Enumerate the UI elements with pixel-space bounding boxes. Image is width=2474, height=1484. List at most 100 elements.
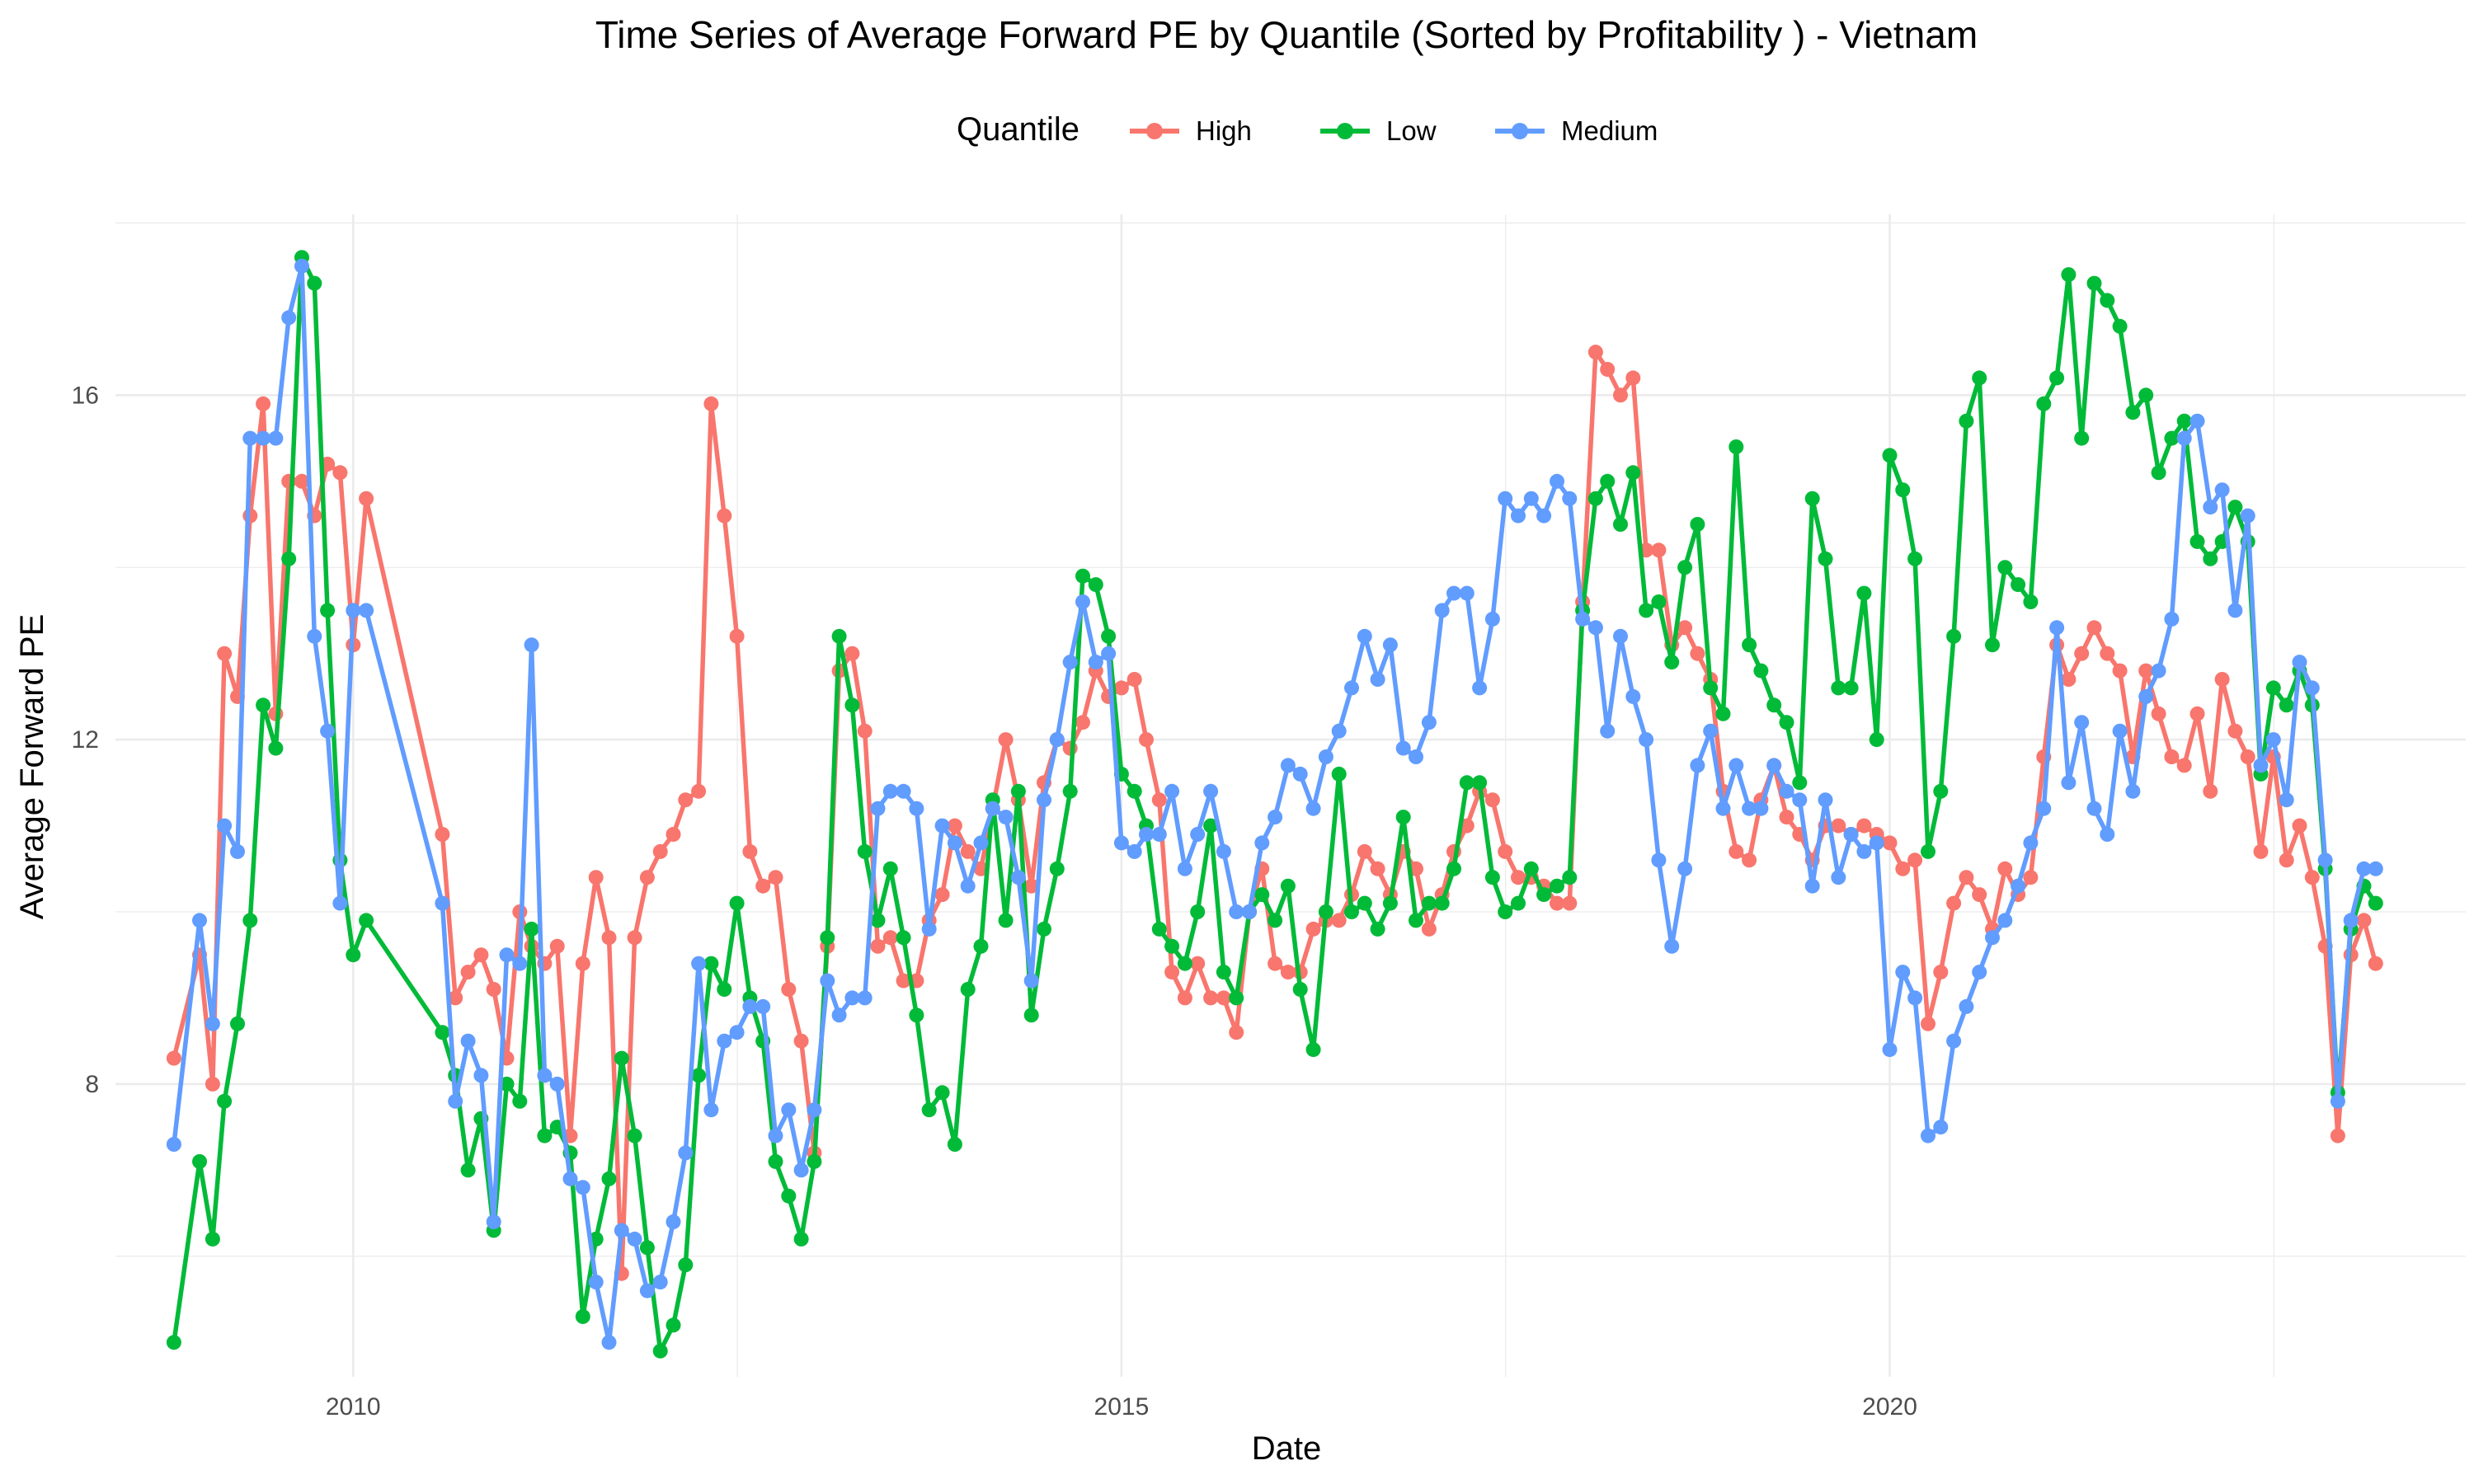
data-point-medium xyxy=(666,1214,681,1229)
data-point-low xyxy=(256,697,271,713)
data-point-low xyxy=(1023,1007,1039,1023)
data-point-high xyxy=(2253,843,2269,859)
data-point-low xyxy=(909,1007,924,1023)
data-point-medium xyxy=(1869,835,1884,851)
data-point-high xyxy=(1075,715,1090,730)
data-point-high xyxy=(1895,861,1911,876)
data-point-low xyxy=(1818,551,1833,566)
data-point-medium xyxy=(1575,611,1591,627)
data-point-low xyxy=(2164,430,2180,446)
data-point-low xyxy=(2061,267,2077,283)
data-point-medium xyxy=(562,1171,578,1186)
data-point-medium xyxy=(192,913,207,928)
data-point-medium xyxy=(1933,1120,1949,1135)
data-point-medium xyxy=(460,1033,476,1049)
data-point-high xyxy=(2227,723,2243,739)
data-point-high xyxy=(1997,861,2013,876)
data-point-medium xyxy=(614,1223,629,1238)
chart-title: Time Series of Average Forward PE by Qua… xyxy=(595,13,1978,56)
data-point-low xyxy=(934,1085,950,1101)
data-point-medium xyxy=(2214,482,2230,498)
data-point-low xyxy=(1511,895,1526,911)
data-point-medium xyxy=(703,1102,719,1118)
data-point-medium xyxy=(1587,620,1603,636)
data-point-medium xyxy=(268,430,284,446)
data-point-medium xyxy=(896,783,911,799)
data-point-low xyxy=(1742,637,1757,653)
data-point-high xyxy=(2279,852,2294,868)
data-point-low xyxy=(1062,783,1078,799)
data-point-high xyxy=(755,878,771,894)
data-point-low xyxy=(1921,843,1935,859)
data-point-medium xyxy=(1921,1128,1935,1144)
data-point-medium xyxy=(601,1335,617,1350)
data-point-high xyxy=(2023,870,2039,885)
data-point-low xyxy=(230,1016,245,1031)
data-point-medium xyxy=(742,998,758,1014)
data-point-high xyxy=(2074,646,2090,661)
legend-label-low: Low xyxy=(1386,115,1437,146)
data-point-low xyxy=(1804,491,1820,506)
data-point-low xyxy=(2100,293,2115,308)
data-point-low xyxy=(1779,715,1794,730)
data-point-medium xyxy=(831,1007,847,1023)
data-point-low xyxy=(768,1153,783,1169)
data-point-medium xyxy=(1421,715,1437,730)
data-point-low xyxy=(1600,473,1616,489)
data-point-medium xyxy=(1229,904,1244,919)
data-point-high xyxy=(2100,646,2115,661)
data-point-high xyxy=(2356,913,2372,928)
data-point-low xyxy=(1101,628,1117,644)
data-point-high xyxy=(729,628,745,644)
data-point-medium xyxy=(807,1102,822,1118)
data-point-low xyxy=(1409,913,1423,928)
data-point-low xyxy=(1766,697,1782,713)
data-point-medium xyxy=(1882,1042,1898,1058)
data-point-low xyxy=(1126,783,1142,799)
data-point-medium xyxy=(2240,508,2255,524)
data-point-low xyxy=(1882,448,1898,463)
data-point-high xyxy=(1946,895,1962,911)
data-point-high xyxy=(2176,758,2192,773)
data-point-high xyxy=(2151,706,2166,721)
data-point-high xyxy=(1742,852,1757,868)
data-point-medium xyxy=(1715,801,1731,816)
data-point-medium xyxy=(1101,646,1117,661)
data-point-low xyxy=(435,1025,450,1040)
data-point-low xyxy=(1229,990,1244,1006)
data-point-low xyxy=(2125,405,2141,420)
data-point-medium xyxy=(1703,723,1719,739)
data-point-low xyxy=(575,1308,590,1324)
data-point-high xyxy=(2214,672,2230,687)
data-point-low xyxy=(205,1231,220,1247)
data-point-low xyxy=(1268,913,1283,928)
data-point-low xyxy=(1395,810,1411,825)
legend-key-marker-medium xyxy=(1512,123,1528,139)
data-point-high xyxy=(2164,749,2180,764)
legend-item-medium: Medium xyxy=(1495,115,1658,146)
data-point-low xyxy=(1344,904,1359,919)
data-point-medium xyxy=(1677,861,1693,876)
data-point-high xyxy=(1882,835,1898,851)
data-point-low xyxy=(1985,637,2000,653)
data-point-high xyxy=(601,930,617,946)
x-axis-title: Date xyxy=(1252,1430,1322,1467)
data-point-high xyxy=(2138,663,2154,679)
data-point-low xyxy=(1753,663,1769,679)
data-point-high xyxy=(1498,843,1513,859)
data-point-low xyxy=(1010,783,1026,799)
data-point-low xyxy=(2176,413,2192,429)
data-point-low xyxy=(960,982,976,997)
data-point-low xyxy=(678,1257,694,1273)
data-point-medium xyxy=(1305,801,1321,816)
data-point-medium xyxy=(2100,827,2115,842)
data-point-medium xyxy=(242,430,258,446)
data-point-low xyxy=(2368,895,2383,911)
data-point-medium xyxy=(1536,508,1552,524)
data-point-medium xyxy=(1498,491,1513,506)
data-point-high xyxy=(1268,956,1283,971)
data-point-high xyxy=(666,827,681,842)
data-point-high xyxy=(1113,680,1129,696)
data-point-low xyxy=(717,982,732,997)
